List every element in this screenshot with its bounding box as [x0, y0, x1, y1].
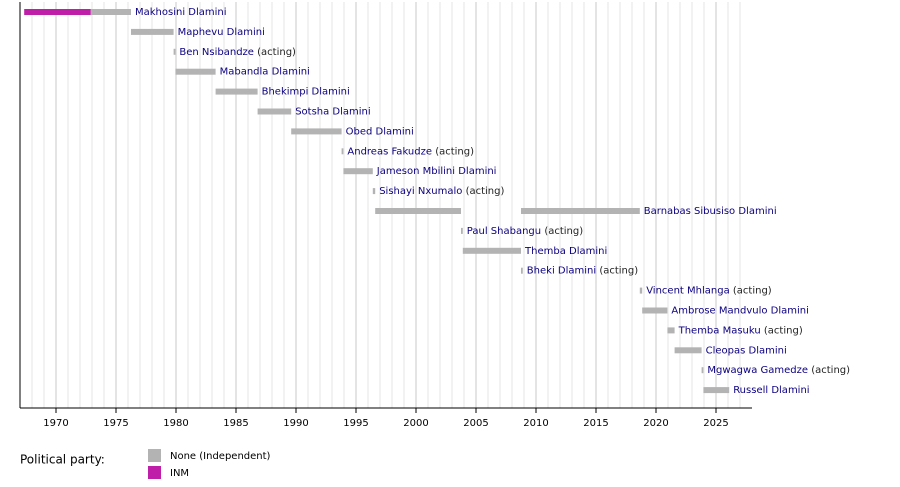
person-name[interactable]: Makhosini Dlamini	[135, 7, 227, 18]
person-name[interactable]: Maphevu Dlamini	[178, 27, 265, 38]
row-label: Russell Dlamini	[733, 385, 809, 396]
legend-label: INM	[170, 468, 189, 479]
acting-note: (acting)	[599, 266, 638, 277]
x-tick-label: 1975	[103, 418, 128, 429]
term-bar	[90, 9, 131, 15]
person-name[interactable]: Bhekimpi Dlamini	[262, 87, 350, 98]
row-label: Paul Shabangu (acting)	[467, 226, 583, 237]
x-tick-label: 1980	[163, 418, 188, 429]
person-name[interactable]: Cleopas Dlamini	[706, 345, 787, 356]
x-tick-label: 2025	[703, 418, 728, 429]
acting-note: (acting)	[764, 325, 803, 336]
term-bar	[291, 128, 342, 135]
term-bar	[639, 287, 643, 294]
legend-label: None (Independent)	[170, 451, 271, 462]
x-tick-label: 1970	[43, 418, 68, 429]
x-tick-label: 1985	[223, 418, 248, 429]
row-label: Mgwagwa Gamedze (acting)	[707, 365, 850, 376]
person-name[interactable]: Vincent Mhlanga	[646, 286, 730, 297]
term-bar	[343, 168, 373, 175]
row-label: Andreas Fakudze (acting)	[347, 146, 474, 157]
person-name[interactable]: Bheki Dlamini	[527, 266, 596, 277]
term-bar	[375, 208, 461, 214]
row-label: Obed Dlamini	[346, 126, 414, 137]
row-label: Ambrose Mandvulo Dlamini	[671, 306, 809, 317]
x-tick-label: 2015	[583, 418, 608, 429]
acting-note: (acting)	[435, 146, 474, 157]
term-bar	[642, 307, 668, 314]
acting-note: (acting)	[811, 365, 850, 376]
acting-note: (acting)	[257, 47, 296, 58]
term-bar	[521, 267, 523, 274]
legend-swatch	[148, 449, 161, 462]
person-name[interactable]: Barnabas Sibusiso Dlamini	[644, 206, 777, 217]
term-bar	[173, 48, 176, 55]
term-bar	[175, 68, 216, 75]
term-bar	[131, 28, 174, 35]
legend-title: Political party:	[20, 453, 105, 467]
acting-note: (acting)	[466, 186, 505, 197]
row-label: Jameson Mbilini Dlamini	[376, 166, 497, 177]
row-label: Bheki Dlamini (acting)	[527, 266, 638, 277]
row-label: Barnabas Sibusiso Dlamini	[644, 206, 777, 217]
legend-swatch	[148, 466, 161, 479]
person-name[interactable]: Mgwagwa Gamedze	[707, 365, 808, 376]
x-tick-label: 2010	[523, 418, 548, 429]
x-tick-label: 1995	[343, 418, 368, 429]
person-name[interactable]: Sotsha Dlamini	[295, 107, 370, 118]
acting-note: (acting)	[544, 226, 583, 237]
term-bar	[24, 9, 91, 15]
person-name[interactable]: Russell Dlamini	[733, 385, 809, 396]
row-label: Themba Masuku (acting)	[678, 325, 803, 336]
acting-note: (acting)	[733, 286, 772, 297]
row-label: Sishayi Nxumalo (acting)	[379, 186, 504, 197]
person-name[interactable]: Themba Masuku	[678, 325, 761, 336]
x-tick-label: 2000	[403, 418, 428, 429]
person-name[interactable]: Paul Shabangu	[467, 226, 541, 237]
person-name[interactable]: Obed Dlamini	[346, 126, 414, 137]
term-bar	[341, 148, 344, 155]
row-label: Cleopas Dlamini	[706, 345, 787, 356]
term-bar	[461, 227, 463, 234]
person-name[interactable]: Ben Nsibandze	[179, 47, 254, 58]
person-name[interactable]: Mabandla Dlamini	[220, 67, 310, 78]
term-bar	[521, 208, 640, 214]
term-bar	[372, 188, 376, 195]
row-label: Vincent Mhlanga (acting)	[646, 286, 772, 297]
term-bar	[667, 327, 675, 334]
row-label: Mabandla Dlamini	[220, 67, 310, 78]
row-label: Themba Dlamini	[524, 246, 607, 257]
person-name[interactable]: Themba Dlamini	[524, 246, 607, 257]
row-label: Sotsha Dlamini	[295, 107, 370, 118]
row-label: Makhosini Dlamini	[135, 7, 227, 18]
x-tick-label: 2005	[463, 418, 488, 429]
person-name[interactable]: Jameson Mbilini Dlamini	[376, 166, 497, 177]
term-bar	[703, 387, 730, 394]
term-bar	[462, 247, 521, 254]
person-name[interactable]: Ambrose Mandvulo Dlamini	[671, 306, 809, 317]
term-bar	[257, 108, 292, 115]
term-bar	[701, 367, 704, 374]
term-bar	[215, 88, 258, 95]
x-tick-label: 2020	[643, 418, 668, 429]
person-name[interactable]: Sishayi Nxumalo	[379, 186, 462, 197]
term-bar	[674, 347, 702, 354]
row-label: Ben Nsibandze (acting)	[179, 47, 296, 58]
x-tick-label: 1990	[283, 418, 308, 429]
row-label: Maphevu Dlamini	[178, 27, 265, 38]
person-name[interactable]: Andreas Fakudze	[347, 146, 432, 157]
row-label: Bhekimpi Dlamini	[262, 87, 350, 98]
